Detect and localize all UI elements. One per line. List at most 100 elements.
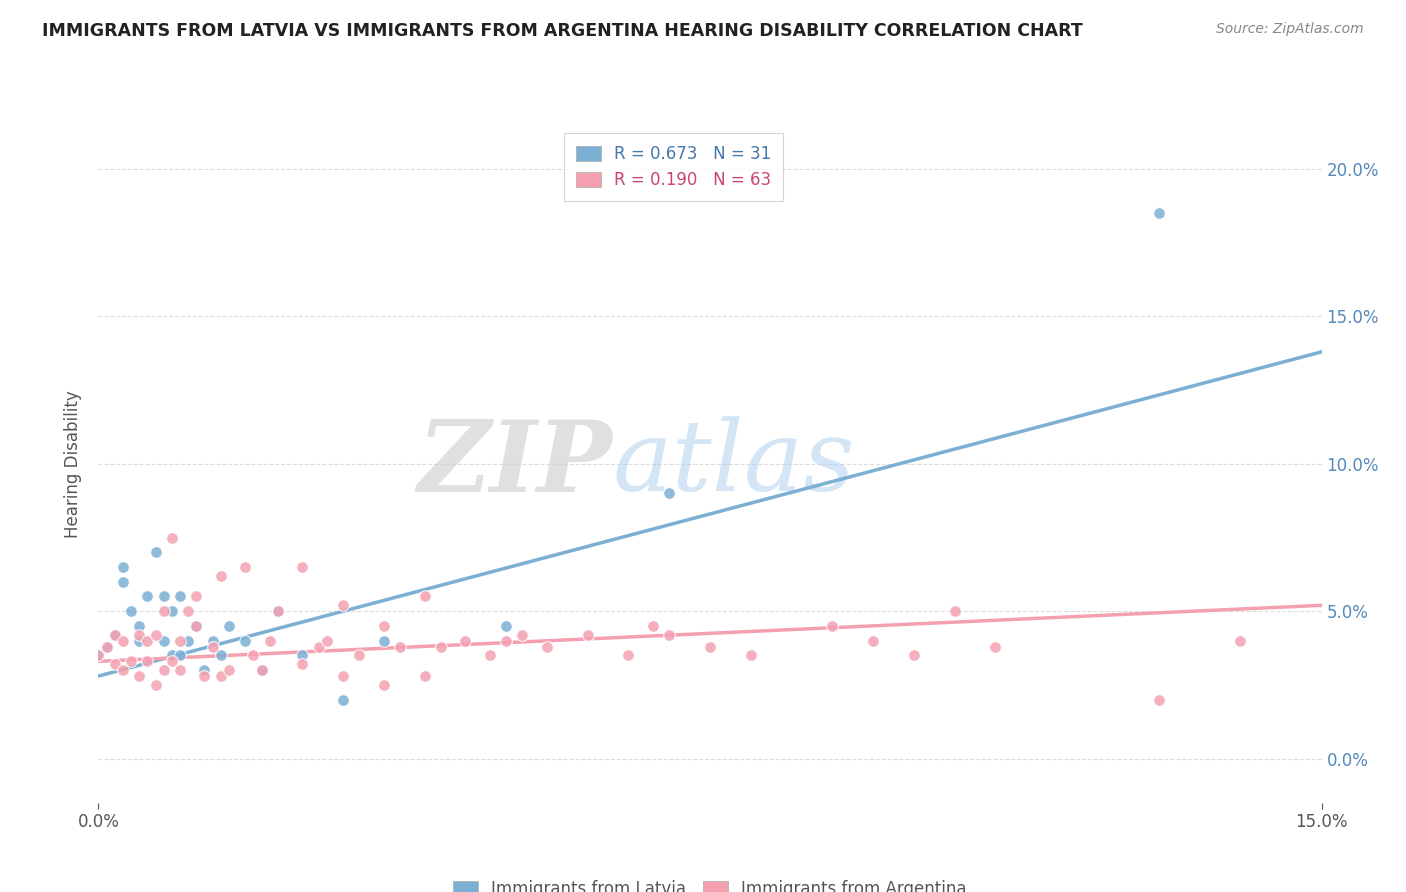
Point — [145, 545, 167, 559]
Point — [373, 678, 395, 692]
Point — [349, 648, 371, 663]
Point — [169, 633, 191, 648]
Point — [128, 633, 150, 648]
Point — [658, 486, 681, 500]
Point — [478, 648, 501, 663]
Point — [576, 628, 599, 642]
Text: Source: ZipAtlas.com: Source: ZipAtlas.com — [1216, 22, 1364, 37]
Point — [145, 628, 167, 642]
Point — [177, 604, 200, 618]
Point — [413, 590, 436, 604]
Point — [250, 663, 273, 677]
Point — [128, 619, 150, 633]
Point — [862, 633, 884, 648]
Point — [111, 663, 134, 677]
Point — [332, 599, 354, 613]
Point — [495, 619, 517, 633]
Point — [160, 531, 183, 545]
Point — [1147, 692, 1170, 706]
Legend: Immigrants from Latvia, Immigrants from Argentina: Immigrants from Latvia, Immigrants from … — [444, 872, 976, 892]
Point — [984, 640, 1007, 654]
Point — [536, 640, 558, 654]
Point — [267, 604, 290, 618]
Text: ZIP: ZIP — [418, 416, 612, 512]
Point — [1147, 206, 1170, 220]
Point — [186, 619, 208, 633]
Point — [430, 640, 453, 654]
Point — [111, 633, 134, 648]
Point — [104, 657, 127, 672]
Point — [186, 619, 208, 633]
Point — [209, 648, 232, 663]
Point — [209, 669, 232, 683]
Point — [87, 648, 110, 663]
Point — [104, 628, 127, 642]
Point — [641, 619, 664, 633]
Point — [160, 648, 183, 663]
Point — [413, 669, 436, 683]
Point — [495, 633, 517, 648]
Point — [308, 640, 330, 654]
Point — [120, 604, 142, 618]
Point — [160, 604, 183, 618]
Point — [111, 560, 134, 574]
Point — [454, 633, 477, 648]
Point — [267, 604, 290, 618]
Point — [186, 590, 208, 604]
Point — [617, 648, 640, 663]
Point — [373, 633, 395, 648]
Point — [87, 648, 110, 663]
Point — [193, 663, 215, 677]
Point — [193, 669, 215, 683]
Point — [512, 628, 534, 642]
Point — [209, 569, 232, 583]
Point — [218, 619, 240, 633]
Point — [160, 654, 183, 668]
Point — [218, 663, 240, 677]
Point — [136, 590, 159, 604]
Point — [740, 648, 762, 663]
Point — [136, 633, 159, 648]
Point — [145, 678, 167, 692]
Point — [201, 640, 224, 654]
Point — [699, 640, 721, 654]
Point — [177, 633, 200, 648]
Point — [169, 590, 191, 604]
Point — [658, 628, 681, 642]
Point — [291, 560, 314, 574]
Point — [250, 663, 273, 677]
Point — [389, 640, 412, 654]
Point — [291, 648, 314, 663]
Point — [315, 633, 337, 648]
Point — [943, 604, 966, 618]
Point — [233, 633, 256, 648]
Point — [201, 633, 224, 648]
Point — [128, 628, 150, 642]
Point — [152, 604, 174, 618]
Point — [152, 590, 174, 604]
Point — [111, 574, 134, 589]
Point — [152, 633, 174, 648]
Point — [152, 663, 174, 677]
Text: atlas: atlas — [612, 417, 855, 511]
Point — [332, 692, 354, 706]
Point — [242, 648, 264, 663]
Point — [169, 663, 191, 677]
Point — [233, 560, 256, 574]
Point — [1229, 633, 1251, 648]
Point — [96, 640, 118, 654]
Point — [96, 640, 118, 654]
Point — [104, 628, 127, 642]
Point — [332, 669, 354, 683]
Y-axis label: Hearing Disability: Hearing Disability — [65, 390, 83, 538]
Point — [120, 654, 142, 668]
Point — [373, 619, 395, 633]
Point — [291, 657, 314, 672]
Point — [821, 619, 844, 633]
Point — [128, 669, 150, 683]
Point — [136, 654, 159, 668]
Point — [169, 648, 191, 663]
Point — [259, 633, 281, 648]
Point — [903, 648, 925, 663]
Text: IMMIGRANTS FROM LATVIA VS IMMIGRANTS FROM ARGENTINA HEARING DISABILITY CORRELATI: IMMIGRANTS FROM LATVIA VS IMMIGRANTS FRO… — [42, 22, 1083, 40]
